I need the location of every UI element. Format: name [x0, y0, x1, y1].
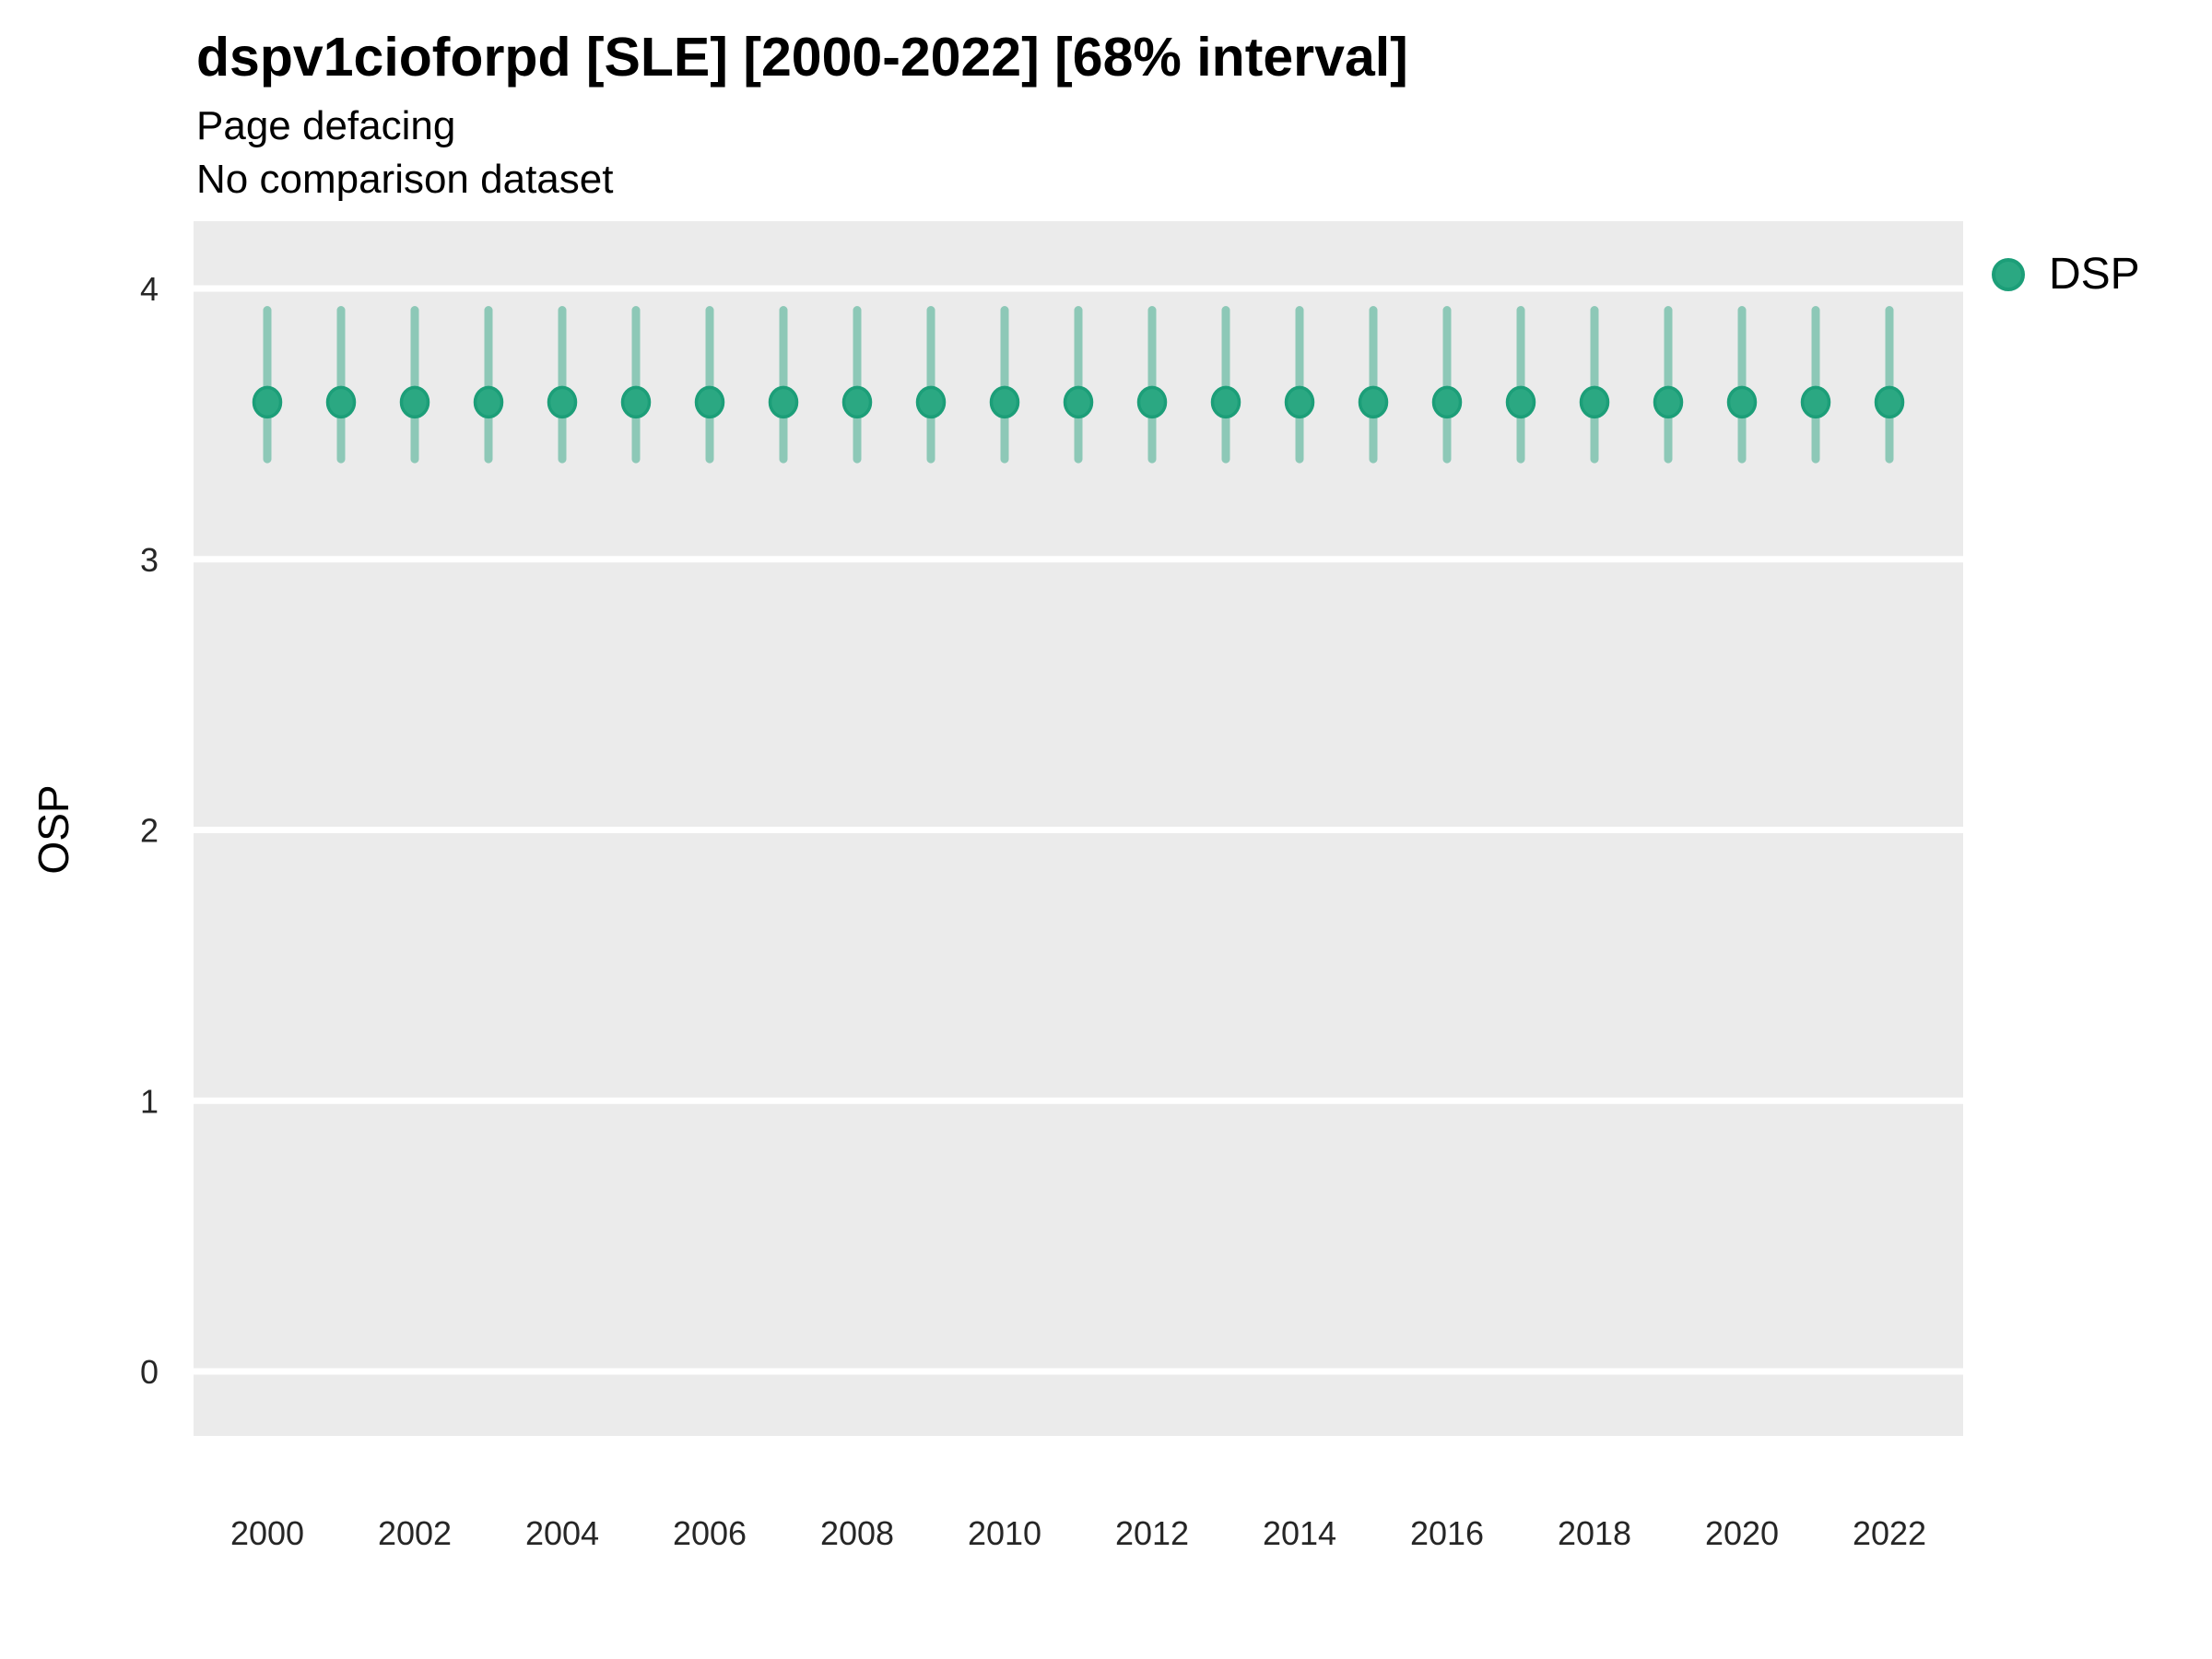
x-tick-label-2018: 2018: [1558, 1514, 1631, 1552]
y-tick-label-3: 3: [140, 541, 159, 579]
x-tick-label-2012: 2012: [1115, 1514, 1189, 1552]
data-point-2008: [841, 385, 873, 419]
data-point-2019: [1653, 385, 1684, 419]
x-tick-label-2020: 2020: [1705, 1514, 1779, 1552]
page-title: dspv1cioforpd [SLE] [2000-2022] [68% int…: [196, 27, 1408, 88]
data-point-2009: [915, 385, 947, 419]
data-point-2018: [1579, 385, 1610, 419]
data-point-2010: [989, 385, 1020, 419]
data-point-2007: [768, 385, 799, 419]
y-tick-label-1: 1: [140, 1082, 159, 1120]
x-tick-label-2002: 2002: [378, 1514, 452, 1552]
x-tick-label-2016: 2016: [1410, 1514, 1484, 1552]
legend: DSP: [1992, 253, 2140, 297]
data-point-2017: [1505, 385, 1536, 419]
y-tick-label-4: 4: [140, 270, 159, 308]
chart-subtitle-line1: Page defacing: [196, 103, 456, 148]
x-tick-label-2008: 2008: [820, 1514, 894, 1552]
data-point-2016: [1431, 385, 1463, 419]
data-point-2003: [473, 385, 504, 419]
data-point-2004: [547, 385, 578, 419]
y-tick-label-2: 2: [140, 812, 159, 850]
data-point-2020: [1726, 385, 1758, 419]
legend-marker-dsp-icon: [1992, 258, 2025, 291]
data-point-2012: [1136, 385, 1168, 419]
chart-subtitle-line2: No comparison dataset: [196, 157, 614, 202]
data-point-2021: [1800, 385, 1831, 419]
data-point-2013: [1210, 385, 1241, 419]
data-point-2002: [399, 385, 430, 419]
data-point-2005: [620, 385, 652, 419]
y-tick-label-0: 0: [140, 1353, 159, 1391]
data-point-2022: [1874, 385, 1905, 419]
data-point-2006: [694, 385, 725, 419]
x-tick-label-2010: 2010: [968, 1514, 1041, 1552]
data-point-2011: [1063, 385, 1094, 419]
x-tick-label-2022: 2022: [1853, 1514, 1926, 1552]
x-tick-label-2000: 2000: [230, 1514, 304, 1552]
data-point-2015: [1358, 385, 1389, 419]
data-point-2001: [325, 385, 357, 419]
x-tick-label-2014: 2014: [1263, 1514, 1336, 1552]
data-point-2014: [1284, 385, 1315, 419]
x-tick-label-2004: 2004: [525, 1514, 599, 1552]
data-point-2000: [252, 385, 283, 419]
legend-label-dsp: DSP: [2049, 250, 2140, 299]
x-tick-label-2006: 2006: [673, 1514, 747, 1552]
